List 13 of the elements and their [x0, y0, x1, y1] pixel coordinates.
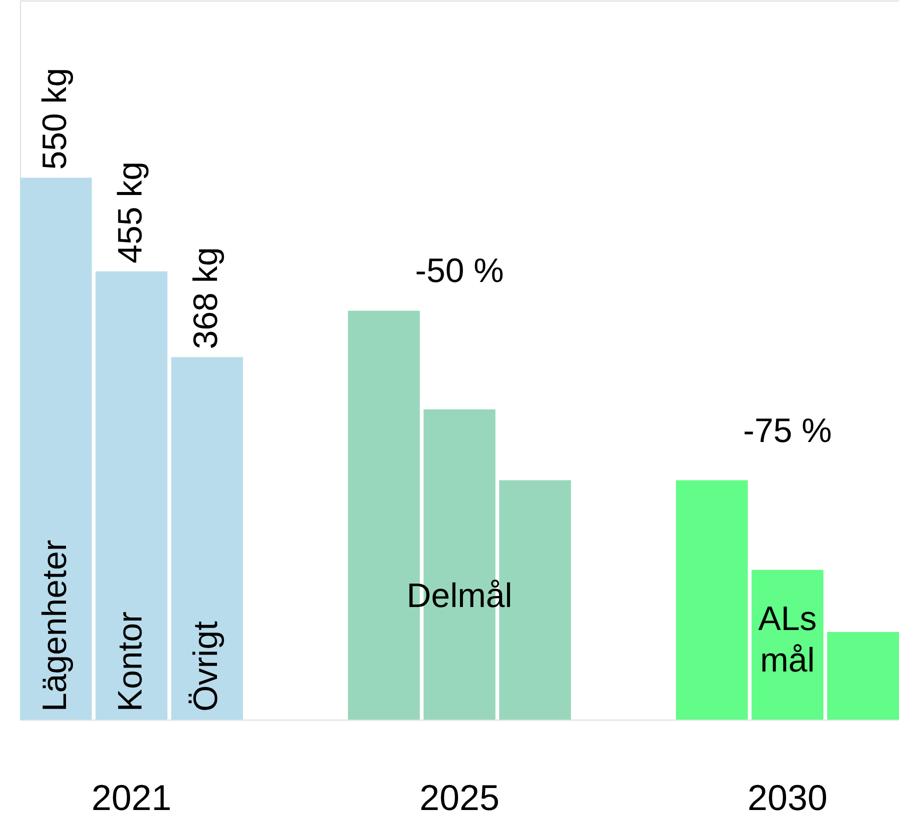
series-label: Övrigt	[187, 620, 226, 712]
annotation: -50 %	[415, 252, 504, 290]
annotation: ALs mål	[758, 600, 817, 680]
x-tick-label: 2021	[92, 777, 172, 813]
x-tick-label: 2025	[419, 777, 500, 813]
annotation: Delmål	[406, 576, 512, 615]
annotation: -75 %	[743, 412, 832, 450]
series-label: Kontor	[111, 612, 150, 712]
data-label: 455 kg	[111, 161, 150, 264]
data-label: 368 kg	[187, 247, 226, 350]
series-label: Lägenheter	[36, 540, 74, 712]
x-tick-label: 2030	[747, 777, 828, 813]
data-label: 550 kg	[36, 68, 74, 170]
